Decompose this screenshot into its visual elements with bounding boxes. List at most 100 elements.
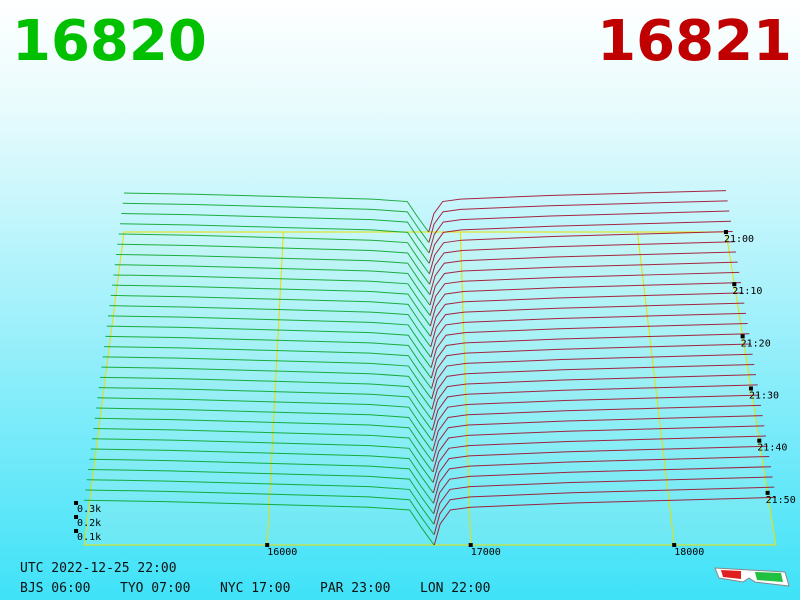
bid-depth-line xyxy=(124,192,429,233)
ask-depth-line xyxy=(430,302,745,347)
utc-time: UTC 2022-12-25 22:00 xyxy=(20,561,177,576)
bid-depth-line xyxy=(94,417,434,462)
ask-depth-line xyxy=(432,435,766,483)
time-tick-label: 21:30 xyxy=(749,391,779,402)
tick-mark xyxy=(757,438,762,443)
time-zones: BJS 06:00 TYO 07:00 NYC 17:00 PAR 23:00 LON … xyxy=(20,581,490,596)
bid-depth-line xyxy=(104,346,432,389)
bid-depth-line xyxy=(113,274,431,316)
bid-depth-line xyxy=(109,305,431,348)
x-tick-label: 17000 xyxy=(471,547,501,558)
ask-depth-line xyxy=(429,282,741,327)
tick-mark xyxy=(732,282,737,287)
zone-time: LON 22:00 xyxy=(420,581,490,596)
bid-depth-line xyxy=(89,458,434,504)
bid-depth-line xyxy=(92,438,434,483)
grid-line xyxy=(636,231,675,546)
bid-depth-line xyxy=(93,428,434,473)
bid-depth-line xyxy=(102,356,432,400)
tick-mark xyxy=(723,230,728,234)
ask-depth-line xyxy=(428,230,733,274)
bid-depth-line xyxy=(96,407,433,452)
time-tick-label: 21:10 xyxy=(732,286,762,297)
3d-glasses-icon xyxy=(714,567,790,587)
ask-depth-line xyxy=(433,496,776,546)
zone-time: PAR 23:00 xyxy=(320,581,390,596)
bid-depth-line xyxy=(112,284,431,327)
ask-depth-line xyxy=(430,312,746,358)
ask-depth-line xyxy=(432,404,761,452)
bid-depth-line xyxy=(120,223,430,264)
bid-depth-line xyxy=(86,479,435,525)
ask-depth-line xyxy=(430,292,743,337)
time-tick-label: 21:50 xyxy=(766,495,796,506)
depth-tick-label: 0.2k xyxy=(77,518,101,529)
bid-depth-line xyxy=(108,315,432,358)
ask-depth-line xyxy=(429,251,736,295)
ask-depth-line xyxy=(433,455,770,504)
ask-depth-line xyxy=(429,241,735,285)
bid-depth-line xyxy=(110,294,431,337)
ask-depth-line xyxy=(431,353,753,400)
zone-time: NYC 17:00 xyxy=(220,581,290,596)
tick-mark xyxy=(74,529,79,533)
grid-line xyxy=(459,231,472,546)
grid-line xyxy=(266,231,284,546)
ask-depth-line xyxy=(429,271,740,316)
ask-depth-line xyxy=(428,190,726,233)
x-tick-label: 18000 xyxy=(674,547,704,558)
ask-depth-line xyxy=(431,363,755,410)
bid-depth-line xyxy=(98,387,433,431)
ask-depth-line xyxy=(431,343,751,389)
base-plane xyxy=(83,231,777,546)
x-tick-label: 16000 xyxy=(267,547,297,558)
bid-depth-line xyxy=(118,233,430,275)
depth-tick-label: 0.1k xyxy=(77,532,101,543)
plot: 16000 17000 18000 21:00 21:10 21:20 21:30 21:40… xyxy=(74,190,796,558)
ask-depth-line xyxy=(428,210,730,254)
bid-depth-line xyxy=(85,489,435,535)
tick-mark xyxy=(740,334,745,339)
tick-mark xyxy=(672,543,677,547)
bid-depth-line xyxy=(121,213,430,254)
bid-depth-line xyxy=(88,468,434,514)
bid-depth-line xyxy=(105,335,432,379)
ask-depth-line xyxy=(430,323,748,368)
bid-depth-line xyxy=(116,253,431,295)
bid-depth-line xyxy=(90,448,434,494)
ask-depth-line xyxy=(432,445,768,493)
ask-depth-line xyxy=(431,394,760,441)
bid-depth-line xyxy=(101,366,433,410)
bid-depth-line xyxy=(117,243,430,285)
time-tick-label: 21:40 xyxy=(757,443,787,454)
ask-depth-line xyxy=(432,425,765,473)
bid-depth-line xyxy=(122,202,430,243)
ask-depth-line xyxy=(431,374,756,420)
ask-depth-line xyxy=(428,200,728,243)
time-tick-label: 21:20 xyxy=(741,338,771,349)
tick-mark xyxy=(748,386,753,391)
ask-depth-line xyxy=(429,261,738,306)
ask-depth-line xyxy=(432,415,763,462)
bid-depth-line xyxy=(106,325,432,368)
ask-price: 16821 xyxy=(597,9,792,74)
depth-tick-label: 0.3k xyxy=(77,504,101,515)
bid-depth-line xyxy=(114,264,431,306)
ask-depth-line xyxy=(433,486,775,535)
bid-depth-line xyxy=(100,376,433,421)
tick-mark xyxy=(265,543,270,547)
zone-time: TYO 07:00 xyxy=(120,581,190,596)
ask-depth-line xyxy=(431,384,758,431)
bid-price: 16820 xyxy=(12,9,207,74)
ask-depth-line xyxy=(428,220,731,264)
time-tick-label: 21:00 xyxy=(724,234,754,245)
tick-mark xyxy=(468,543,473,547)
bid-depth-line xyxy=(97,397,433,441)
ask-depth-line xyxy=(433,466,771,514)
bid-depth-line xyxy=(84,499,435,546)
ask-depth-line xyxy=(433,476,773,525)
tick-mark xyxy=(765,490,770,495)
zone-time: BJS 06:00 xyxy=(20,581,90,596)
tick-mark xyxy=(74,515,79,519)
